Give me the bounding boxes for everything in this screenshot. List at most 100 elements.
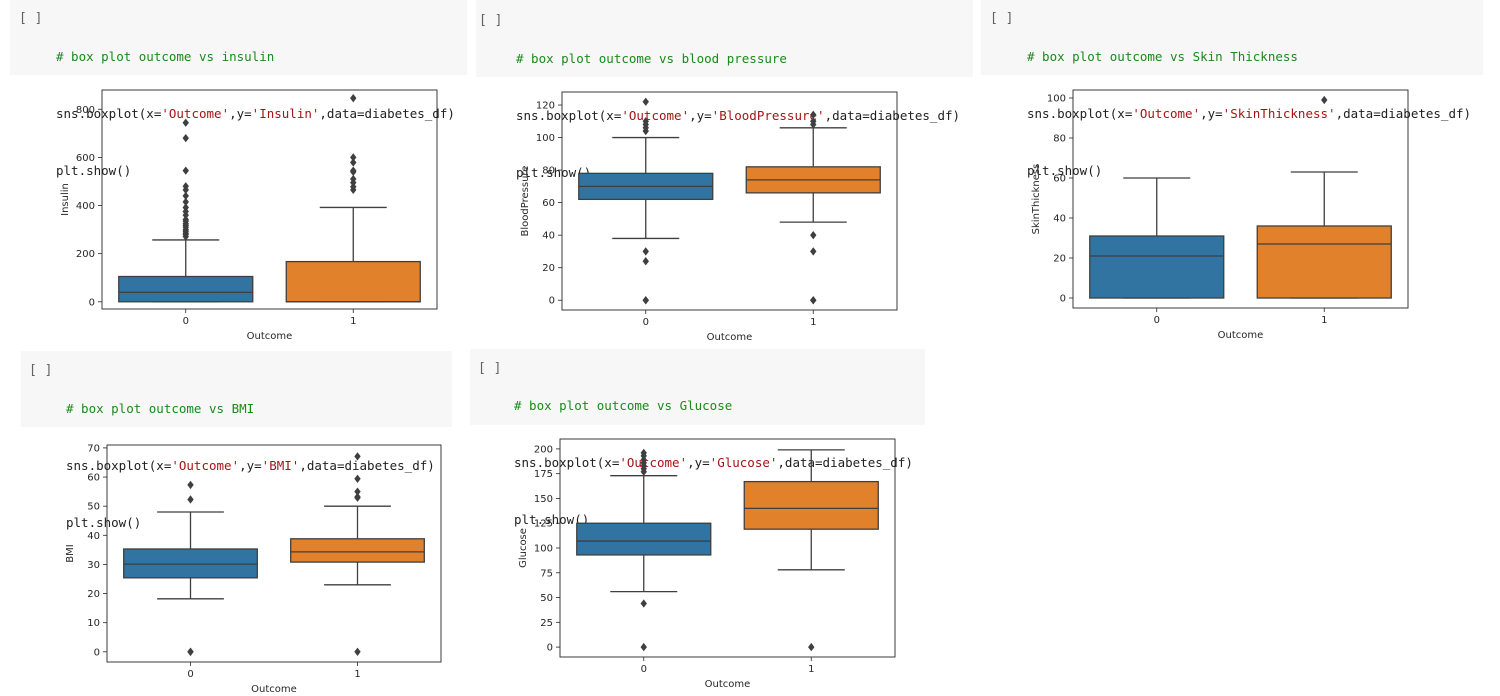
- y-tick-label: 600: [76, 153, 95, 164]
- x-tick-label: 1: [354, 669, 360, 680]
- y-tick-label: 125: [534, 519, 553, 530]
- outlier-point: [350, 158, 357, 167]
- code-string-x: 'Outcome': [619, 455, 688, 470]
- y-tick-label: 50: [540, 593, 553, 604]
- x-tick-label: 0: [183, 316, 189, 327]
- outlier-point: [182, 203, 189, 212]
- code-call-end: ,data=diabetes_df): [824, 108, 961, 123]
- y-tick-label: 75: [540, 568, 553, 579]
- code-call: sns.boxplot(x=: [56, 106, 162, 121]
- x-tick-label: 0: [187, 669, 193, 680]
- run-cell-button-bmi[interactable]: [ ]: [29, 363, 53, 378]
- code-string-y: 'Glucose': [709, 455, 778, 470]
- box-0: [123, 548, 258, 579]
- chart-svg: 0 25 50 75 100 125 150 175 200 Glucose 0 1 Outcome: [518, 438, 896, 690]
- y-tick-label: 40: [1053, 214, 1066, 225]
- code-text-skin-thickness[interactable]: # box plot outcome vs Skin Thickness sns…: [1027, 9, 1471, 218]
- y-tick-label: 80: [1053, 134, 1066, 145]
- x-axis-label: Outcome: [247, 331, 293, 342]
- run-cell-button-glucose[interactable]: [ ]: [478, 361, 502, 376]
- y-tick-label: 0: [547, 643, 553, 654]
- code-comment: # box plot outcome vs blood pressure: [516, 51, 787, 66]
- outlier-point: [1321, 95, 1328, 105]
- chart-svg: 0 20 40 60 80 100 SkinThickness 0 1 Outcome: [1031, 89, 1409, 341]
- x-tick-label: 1: [1321, 315, 1327, 326]
- run-cell-button-insulin[interactable]: [ ]: [19, 11, 43, 26]
- box-0: [1089, 235, 1225, 299]
- outlier-point: [182, 191, 189, 201]
- x-tick-label: 1: [350, 316, 356, 327]
- outlier-point: [642, 247, 649, 256]
- y-tick-label: 120: [536, 101, 555, 112]
- code-string-x: 'Outcome': [161, 106, 230, 121]
- code-call-end: ,data=diabetes_df): [299, 458, 435, 473]
- boxplot-blood-pressure: 0 20 40 60 80 100 120 BloodPressure 0 1 Outcome: [505, 84, 915, 346]
- code-show: plt.show(): [514, 512, 590, 527]
- y-tick-label: 150: [534, 494, 553, 505]
- y-tick-label: 30: [87, 560, 100, 571]
- outlier-point: [808, 642, 815, 652]
- box-1: [290, 538, 425, 563]
- code-text-glucose[interactable]: # box plot outcome vs Glucose sns.boxplo…: [514, 358, 913, 567]
- code-comment: # box plot outcome vs Skin Thickness: [1027, 49, 1298, 64]
- outlier-point: [810, 231, 817, 240]
- boxplot-bmi: 0 10 20 30 40 50 60 70 BMI 0 1 Outcome: [50, 437, 460, 696]
- chart-svg: 0 10 20 30 40 50 60 70 BMI 0 1 Outcome: [65, 443, 442, 695]
- y-tick-label: 800: [76, 105, 95, 116]
- y-tick-label: 70: [87, 443, 100, 454]
- x-tick-label: 0: [1154, 315, 1160, 326]
- code-call-mid: ,y=: [1200, 106, 1223, 121]
- boxplot-insulin: 0 200 400 600 800 Insulin 0 1 Outcome: [40, 82, 450, 342]
- y-tick-label: 60: [87, 473, 100, 484]
- code-text-blood-pressure[interactable]: # box plot outcome vs blood pressure sns…: [516, 11, 960, 220]
- y-tick-label: 200: [534, 444, 553, 455]
- outlier-point: [187, 495, 194, 504]
- outlier-point: [642, 97, 649, 106]
- outlier-point: [810, 117, 817, 126]
- y-axis-label: BMI: [65, 544, 76, 562]
- run-cell-button-skin-thickness[interactable]: [ ]: [990, 11, 1014, 26]
- code-cell-skin-thickness[interactable]: [981, 0, 1483, 75]
- y-tick-label: 400: [76, 201, 95, 212]
- outlier-point: [187, 480, 194, 490]
- outlier-point: [182, 118, 189, 127]
- chart-svg: 0 20 40 60 80 100 120 BloodPressure 0 1 Outcome: [520, 91, 898, 343]
- outlier-point: [640, 599, 647, 608]
- x-tick-label: 0: [643, 317, 649, 328]
- code-comment: # box plot outcome vs BMI: [66, 401, 255, 416]
- code-call: sns.boxplot(x=: [514, 455, 620, 470]
- y-tick-label: 100: [1047, 94, 1066, 105]
- outlier-point: [354, 487, 361, 496]
- y-tick-label: 0: [94, 647, 100, 658]
- code-text-bmi[interactable]: # box plot outcome vs BMI sns.boxplot(x=…: [66, 361, 435, 570]
- code-cell-glucose[interactable]: [470, 349, 925, 425]
- axes-frame: [106, 444, 442, 663]
- box-1: [743, 480, 879, 530]
- outlier-point: [182, 133, 189, 143]
- y-axis-label: BloodPressure: [520, 166, 531, 237]
- x-axis-label: Outcome: [251, 684, 297, 695]
- outlier-point: [810, 296, 817, 305]
- outlier-point: [350, 94, 357, 103]
- boxplot-glucose: 0 25 50 75 100 125 150 175 200 Glucose 0 1 Outcome: [500, 432, 910, 692]
- code-string-x: 'Outcome': [621, 108, 690, 123]
- y-tick-label: 80: [542, 166, 555, 177]
- box-1: [285, 260, 421, 303]
- y-tick-label: 175: [534, 469, 553, 480]
- outlier-point: [640, 448, 647, 458]
- y-axis-label: Glucose: [518, 528, 529, 568]
- x-axis-label: Outcome: [1218, 330, 1264, 341]
- y-tick-label: 10: [87, 618, 100, 629]
- code-text-insulin[interactable]: # box plot outcome vs insulin sns.boxplo…: [56, 9, 455, 218]
- run-cell-button-blood-pressure[interactable]: [ ]: [479, 13, 503, 28]
- code-cell-insulin[interactable]: [10, 0, 467, 75]
- outlier-point: [640, 642, 647, 652]
- outlier-point: [182, 215, 189, 224]
- x-axis-label: Outcome: [707, 332, 753, 343]
- code-cell-blood-pressure[interactable]: [476, 0, 973, 77]
- code-cell-bmi[interactable]: [21, 351, 452, 427]
- y-tick-label: 60: [1053, 174, 1066, 185]
- outlier-point: [810, 247, 817, 256]
- code-string-x: 'Outcome': [171, 458, 240, 473]
- y-tick-label: 0: [1060, 294, 1066, 305]
